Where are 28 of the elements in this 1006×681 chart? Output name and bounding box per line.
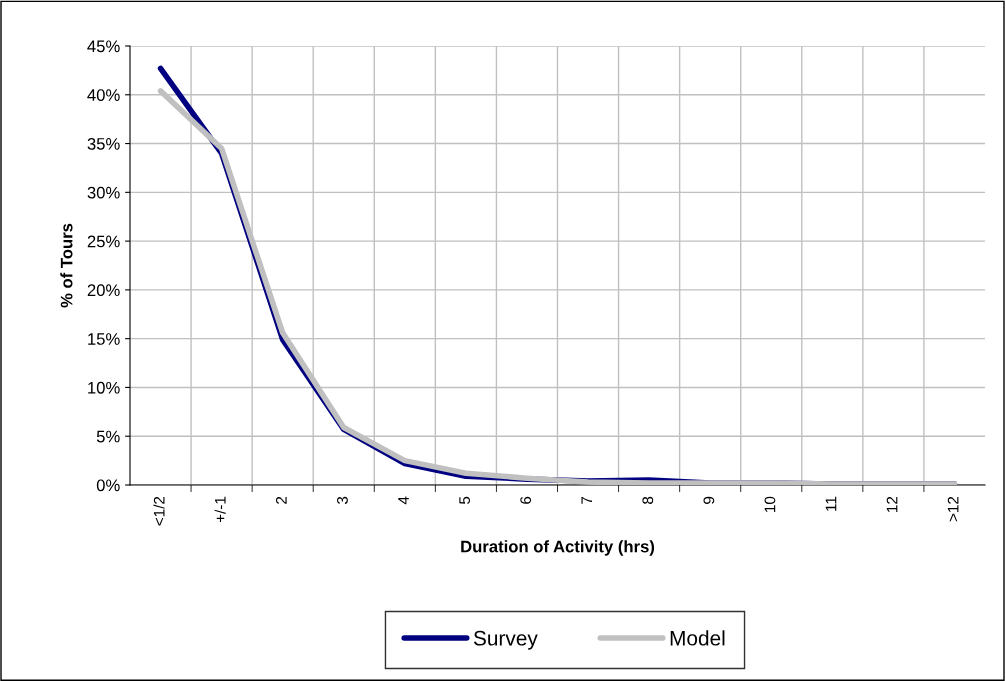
x-tick-label: 7 — [581, 496, 592, 504]
legend-label: Survey — [473, 630, 538, 650]
y-tick-label: 35% — [87, 137, 120, 150]
y-tick-label: 20% — [87, 284, 120, 297]
x-tick-label: 11 — [825, 496, 837, 511]
y-tick-label: 0% — [96, 479, 120, 492]
y-tick-label: 30% — [87, 186, 120, 199]
y-tick-label: 5% — [96, 430, 120, 443]
x-tick-label: 12 — [886, 496, 898, 512]
x-tick-label: >12 — [947, 496, 959, 522]
y-tick-label: 25% — [87, 235, 120, 248]
y-axis-title: % of Tours — [60, 223, 73, 308]
x-tick-label: 9 — [703, 496, 715, 504]
x-tick-label: +/-1 — [214, 496, 226, 523]
y-tick-label: 45% — [87, 40, 120, 53]
x-tick-label: 3 — [337, 496, 348, 505]
y-tick-label: 40% — [87, 89, 120, 101]
legend-label: Model — [670, 630, 725, 646]
x-axis-title: Duration of Activity (hrs) — [461, 540, 655, 556]
x-tick-label: 2 — [275, 496, 287, 504]
x-tick-label: 6 — [520, 496, 532, 504]
x-tick-label: 8 — [642, 496, 654, 504]
x-tick-label: 10 — [764, 496, 776, 512]
x-tick-label: <1/2 — [153, 496, 165, 526]
x-tick-label: 5 — [459, 496, 470, 504]
y-tick-label: 10% — [88, 381, 120, 394]
y-tick-label: 15% — [88, 333, 120, 345]
x-tick-label: 4 — [398, 496, 409, 505]
